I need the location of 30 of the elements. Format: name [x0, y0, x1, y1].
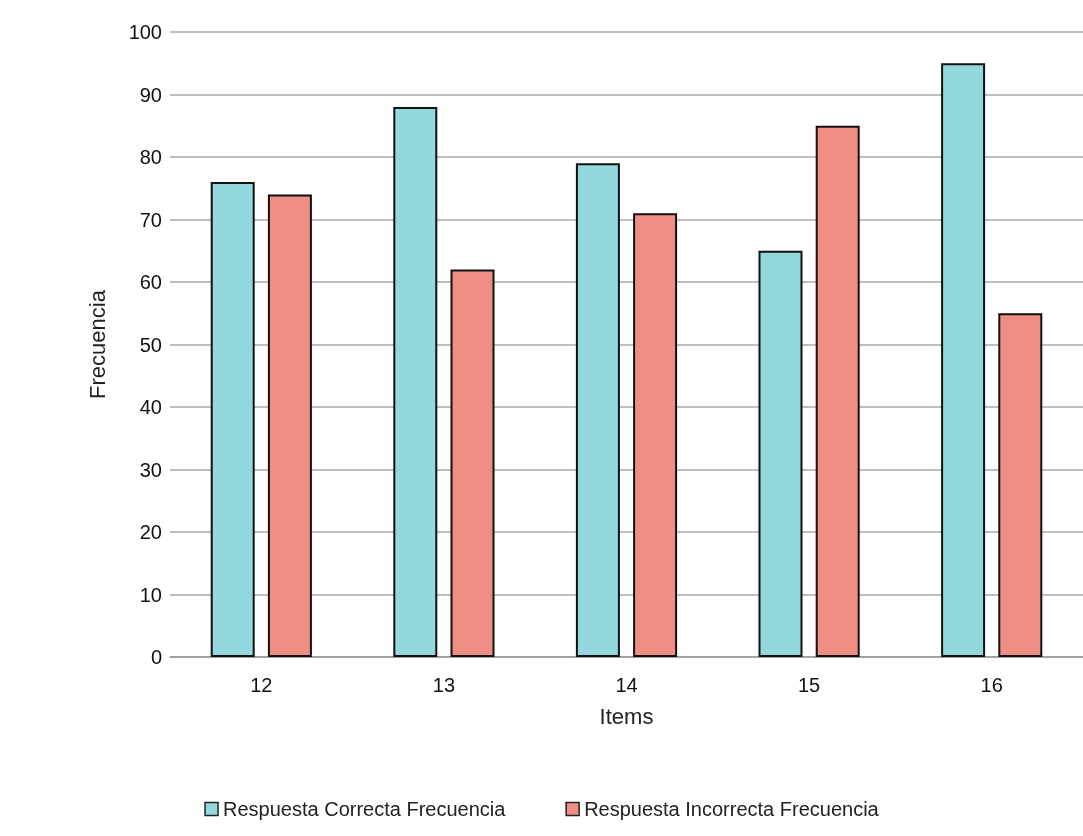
y-tick-label: 20	[139, 521, 162, 543]
bar	[941, 63, 986, 657]
y-tick-label: 50	[139, 333, 162, 356]
bar	[210, 182, 255, 657]
legend-label: Respuesta Incorrecta Frecuencia	[584, 798, 880, 820]
x-tick-label: 16	[980, 674, 1003, 696]
y-tick-label: 40	[139, 396, 162, 418]
y-tick-label: 80	[139, 146, 162, 168]
bar	[450, 269, 495, 657]
y-tick-label: 100	[128, 21, 162, 43]
bar	[998, 313, 1043, 657]
y-tick-label: 30	[139, 458, 162, 481]
bar	[393, 107, 438, 657]
x-tick-label: 13	[432, 674, 456, 696]
y-tick-label: 70	[139, 208, 162, 231]
y-tick-label: 90	[139, 83, 162, 106]
y-tick-label: 10	[139, 583, 162, 606]
x-tick-label: 12	[250, 674, 273, 696]
x-tick-label: 15	[797, 674, 821, 696]
bar	[633, 213, 678, 657]
x-tick-label: 14	[615, 674, 638, 696]
y-tick-label: 0	[150, 646, 162, 668]
legend-label: Respuesta Correcta Frecuencia	[223, 798, 507, 820]
bar	[758, 250, 803, 657]
bar	[267, 194, 312, 657]
x-axis-title: Items	[599, 703, 654, 729]
bar	[575, 163, 620, 657]
bar	[815, 125, 860, 657]
y-tick-label: 60	[139, 271, 162, 293]
y-axis-title: Frecuencia	[84, 289, 110, 399]
